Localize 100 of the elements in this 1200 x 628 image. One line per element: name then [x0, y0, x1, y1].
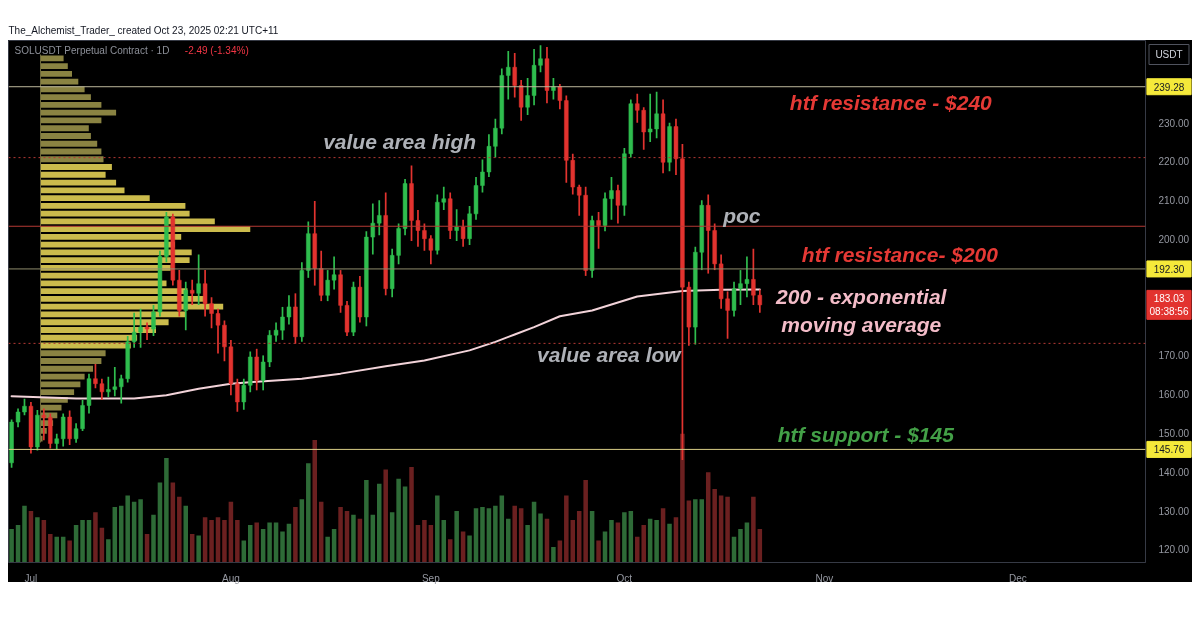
bar: [493, 505, 498, 563]
bar: [40, 358, 102, 364]
bar: [525, 525, 530, 563]
candlestick: [731, 280, 737, 318]
candlestick: [518, 79, 524, 122]
bar: [351, 514, 356, 563]
bar: [338, 507, 343, 563]
y-tick-label: 130.00: [1158, 505, 1190, 517]
bar: [40, 94, 91, 101]
candlestick: [67, 409, 72, 446]
bar: [506, 518, 511, 563]
candlestick: [609, 176, 614, 221]
bar: [564, 495, 569, 563]
candlestick: [254, 347, 259, 392]
bar: [680, 433, 685, 563]
y-tick-label: 140.00: [1158, 466, 1190, 478]
bar: [183, 505, 189, 563]
bar: [596, 540, 601, 563]
y-tick-label: 160.00: [1158, 389, 1190, 401]
annotation: htf resistance - $240: [789, 91, 993, 115]
bar: [40, 389, 75, 395]
bar: [454, 510, 459, 563]
text: The_Alchemist_Trader_ created Oct 23, 2025 02:21 UTC+11: [8, 24, 279, 36]
bar: [364, 479, 369, 563]
bar: [40, 70, 72, 77]
candlestick: [144, 321, 150, 341]
bar: [480, 507, 485, 563]
candlestick: [73, 422, 79, 444]
bar: [654, 519, 659, 563]
bar: [40, 125, 89, 132]
bar: [40, 55, 64, 62]
bar: [40, 187, 125, 194]
candlestick: [183, 280, 188, 332]
bar: [106, 539, 111, 563]
ref-line-label: 192.30: [1153, 263, 1185, 275]
bar: [40, 381, 81, 388]
bar: [712, 488, 717, 563]
y-tick-label: 230.00: [1158, 117, 1190, 129]
bar: [622, 512, 627, 563]
bar: [512, 505, 517, 563]
bar: [254, 522, 259, 563]
candlestick: [506, 50, 511, 101]
candlestick: [551, 77, 556, 101]
annotation: htf support - $145: [777, 423, 955, 447]
y-tick-label: 120.00: [1158, 544, 1190, 556]
annotation: 200 - exponential moving average: [775, 285, 948, 336]
bar: [377, 483, 382, 563]
candlestick: [377, 199, 382, 237]
bar: [196, 535, 201, 563]
candlestick: [460, 218, 466, 248]
bar: [422, 519, 427, 563]
bar: [222, 519, 227, 563]
bar: [293, 507, 298, 563]
y-tick-label: 210.00: [1158, 195, 1190, 207]
bar: [80, 519, 85, 563]
bar: [151, 514, 156, 563]
candlestick: [99, 377, 105, 401]
bar: [40, 202, 186, 209]
candlestick: [596, 211, 601, 250]
annotation: value area low: [537, 343, 683, 367]
candlestick: [654, 90, 659, 140]
bar: [312, 439, 318, 563]
bar: [383, 469, 388, 563]
candlestick: [190, 278, 195, 306]
bar: [40, 164, 112, 170]
bar: [609, 519, 614, 563]
bar: [40, 365, 93, 372]
x-tick-label: Sep: [421, 572, 441, 584]
bar: [48, 534, 53, 563]
y-tick-label: 200.00: [1158, 234, 1190, 246]
candlestick: [260, 354, 266, 392]
annotation: value area high: [323, 129, 477, 153]
candlestick: [370, 202, 375, 256]
bar: [435, 495, 440, 563]
bar: [40, 435, 43, 442]
bar: [67, 540, 72, 563]
bar: [22, 505, 27, 563]
candlestick: [512, 52, 517, 99]
candlestick: [196, 253, 201, 306]
bar: [409, 467, 414, 563]
bar: [693, 499, 698, 563]
bar: [164, 458, 169, 563]
bar: [40, 156, 104, 163]
candlestick: [325, 269, 330, 302]
chart-subtitle: -2.49 (-1.34%): [184, 44, 249, 56]
bar: [306, 463, 311, 563]
bar: [235, 519, 240, 563]
bar: [35, 517, 40, 563]
y-tick-label: 220.00: [1158, 156, 1190, 168]
bar: [247, 525, 253, 563]
bar: [40, 63, 68, 70]
bar: [40, 102, 102, 108]
y-tick-label: 170.00: [1158, 350, 1190, 362]
bar: [751, 496, 756, 563]
bar: [40, 78, 79, 85]
bar: [725, 496, 730, 563]
annotation: htf resistance- $200: [801, 243, 999, 267]
candlestick: [493, 117, 498, 159]
bar: [40, 140, 98, 147]
candlestick: [235, 377, 240, 413]
